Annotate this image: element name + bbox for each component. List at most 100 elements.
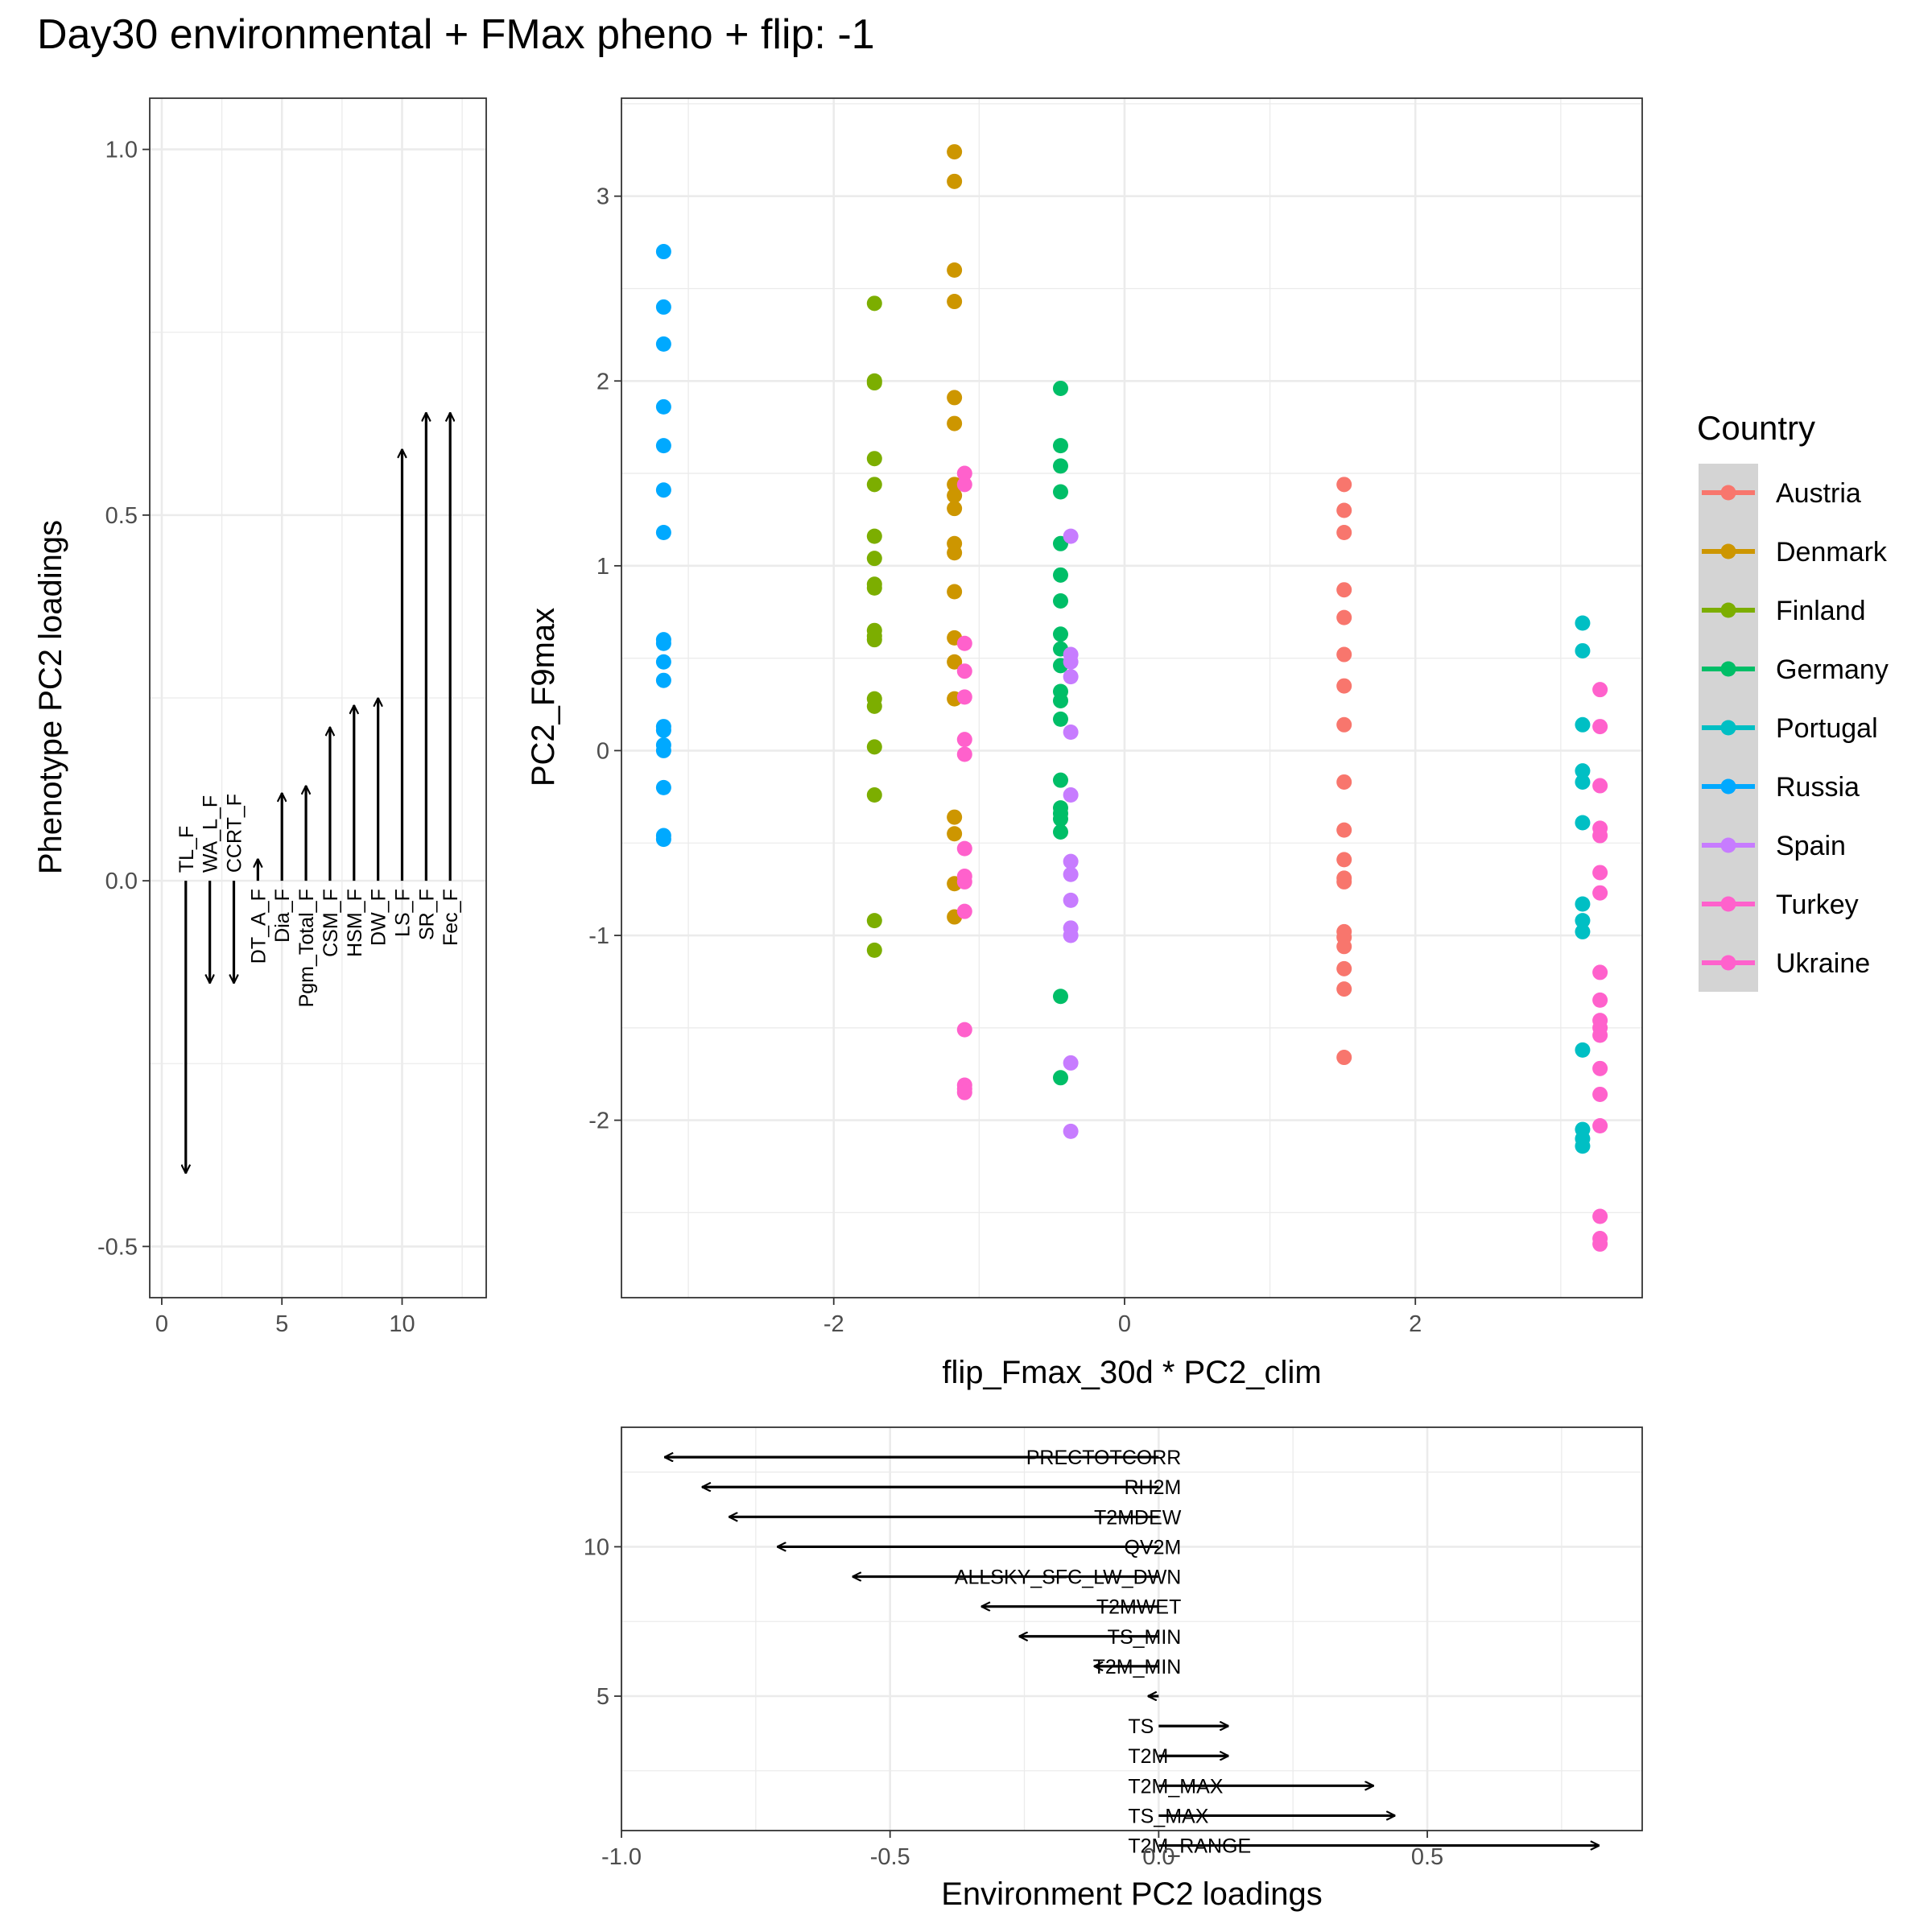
x-tick-label: 0 [155, 1311, 168, 1337]
legend-key-point-denmark [1720, 543, 1736, 559]
scatter-point-germany [1052, 458, 1068, 474]
scatter-point-denmark [947, 654, 963, 670]
phenotype-arrow-label: DT_A_F [247, 889, 270, 964]
legend-key-point-finland [1720, 602, 1736, 618]
scatter-point-russia [655, 336, 671, 352]
scatter-point-austria [1336, 852, 1352, 868]
scatter-point-russia [655, 832, 671, 848]
scatter-point-ukraine [956, 1084, 972, 1100]
scatter-point-spain [1063, 927, 1079, 943]
scatter-y-axis-title: PC2_F9max [526, 608, 561, 786]
scatter-point-turkey [1592, 828, 1608, 844]
scatter-point-ukraine [956, 1022, 972, 1038]
phenotype-arrows [186, 413, 450, 1174]
phenotype-arrow-label: CSM_F [320, 889, 342, 957]
scatter-point-ukraine [956, 873, 972, 890]
scatter-point-portugal [1575, 913, 1591, 929]
environment-loadings-panel: PRECTOTCORR RH2M T2MDEW QV2M ALLSKY_SFC_LW_D… [584, 1426, 1643, 1912]
environment-axes: -1.0 -0.5 0.0 0.5 5 10 [584, 1534, 1443, 1870]
scatter-point-germany [1052, 626, 1068, 642]
scatter-point-spain [1063, 866, 1079, 882]
environment-arrow-label: TS_MAX [1128, 1805, 1208, 1827]
scatter-point-portugal [1575, 763, 1591, 779]
environment-arrow-label: TS [1128, 1715, 1154, 1738]
scatter-point-spain [1063, 892, 1079, 908]
scatter-point-denmark [947, 488, 963, 504]
scatter-point-germany [1052, 989, 1068, 1005]
legend-label-ukraine: Ukraine [1776, 948, 1870, 979]
scatter-point-portugal [1575, 1138, 1591, 1154]
legend-label-portugal: Portugal [1776, 713, 1878, 744]
scatter-point-germany [1052, 692, 1068, 708]
legend-key-point-spain [1720, 837, 1736, 853]
scatter-point-spain [1063, 1055, 1079, 1071]
scatter-point-spain [1063, 853, 1079, 869]
scatter-point-spain [1063, 654, 1079, 670]
y-tick-label: 0.5 [105, 503, 138, 529]
legend-key-point-ukraine [1720, 955, 1736, 971]
scatter-point-austria [1336, 502, 1352, 518]
environment-arrow-label: T2M [1128, 1745, 1168, 1768]
scatter-point-russia [655, 482, 671, 498]
legend-label-spain: Spain [1776, 831, 1846, 861]
scatter-point-finland [866, 580, 882, 596]
legend-label-denmark: Denmark [1776, 537, 1888, 568]
x-tick-label: 2 [1409, 1311, 1422, 1337]
scatter-point-finland [866, 375, 882, 391]
scatter-point-turkey [1592, 992, 1608, 1008]
scatter-point-germany [1052, 592, 1068, 609]
scatter-grid [621, 98, 1642, 1298]
y-tick-label: 1.0 [105, 138, 138, 163]
scatter-point-turkey [1592, 865, 1608, 881]
scatter-point-portugal [1575, 716, 1591, 733]
scatter-point-ukraine [956, 689, 972, 705]
environment-arrow-label: ALLSKY_SFC_LW_DWN [955, 1567, 1182, 1589]
scatter-point-denmark [947, 584, 963, 600]
phenotype-axes: 0 5 10 -0.5 0.0 0.5 1.0 [97, 138, 415, 1337]
scatter-point-finland [866, 528, 882, 544]
scatter-point-ukraine [956, 663, 972, 679]
environment-arrow-label: PRECTOTCORR [1026, 1447, 1182, 1469]
scatter-panel: -2 0 2 -2 -1 0 1 2 3 flip_Fmax_30d * PC2_clim PC… [526, 97, 1643, 1390]
scatter-point-russia [655, 438, 671, 454]
x-tick-label: -1.0 [601, 1844, 642, 1870]
scatter-point-germany [1052, 380, 1068, 396]
phenotype-arrow-label: Pgm_Total_F [295, 889, 318, 1007]
environment-panel-border [621, 1426, 1643, 1831]
scatter-point-finland [866, 913, 882, 929]
phenotype-panel-border [149, 97, 487, 1298]
x-tick-label: 0 [1118, 1311, 1131, 1337]
scatter-point-turkey [1592, 1027, 1608, 1043]
scatter-point-denmark [947, 809, 963, 825]
x-tick-label: 5 [275, 1311, 288, 1337]
scatter-point-austria [1336, 939, 1352, 955]
scatter-point-ukraine [956, 635, 972, 651]
scatter-point-ukraine [956, 477, 972, 493]
y-tick-label: 1 [597, 554, 609, 580]
legend-label-finland: Finland [1776, 596, 1866, 626]
scatter-point-turkey [1592, 885, 1608, 901]
y-tick-label: 10 [584, 1534, 609, 1560]
scatter-point-portugal [1575, 1042, 1591, 1058]
y-tick-label: -0.5 [97, 1234, 138, 1260]
scatter-point-denmark [947, 262, 963, 279]
scatter-point-ukraine [956, 903, 972, 919]
legend-title: Country [1697, 409, 1815, 447]
scatter-point-denmark [947, 390, 963, 406]
y-tick-label: -2 [588, 1108, 609, 1134]
scatter-point-germany [1052, 484, 1068, 500]
y-tick-label: 0.0 [105, 869, 138, 894]
scatter-point-finland [866, 295, 882, 312]
scatter-point-spain [1063, 669, 1079, 685]
phenotype-arrow-label: Dia_F [271, 889, 294, 943]
legend-items: Austria Denmark Finland Germany Portugal Russ… [1702, 478, 1889, 979]
environment-arrow-label: T2M_RANGE [1128, 1835, 1251, 1858]
scatter-panel-border [621, 97, 1643, 1298]
scatter-point-denmark [947, 826, 963, 842]
legend-key-point-portugal [1720, 720, 1736, 736]
legend-key-point-turkey [1720, 896, 1736, 912]
scatter-point-turkey [1592, 1060, 1608, 1076]
scatter-point-austria [1336, 716, 1352, 733]
environment-arrow-label: RH2M [1125, 1476, 1182, 1499]
